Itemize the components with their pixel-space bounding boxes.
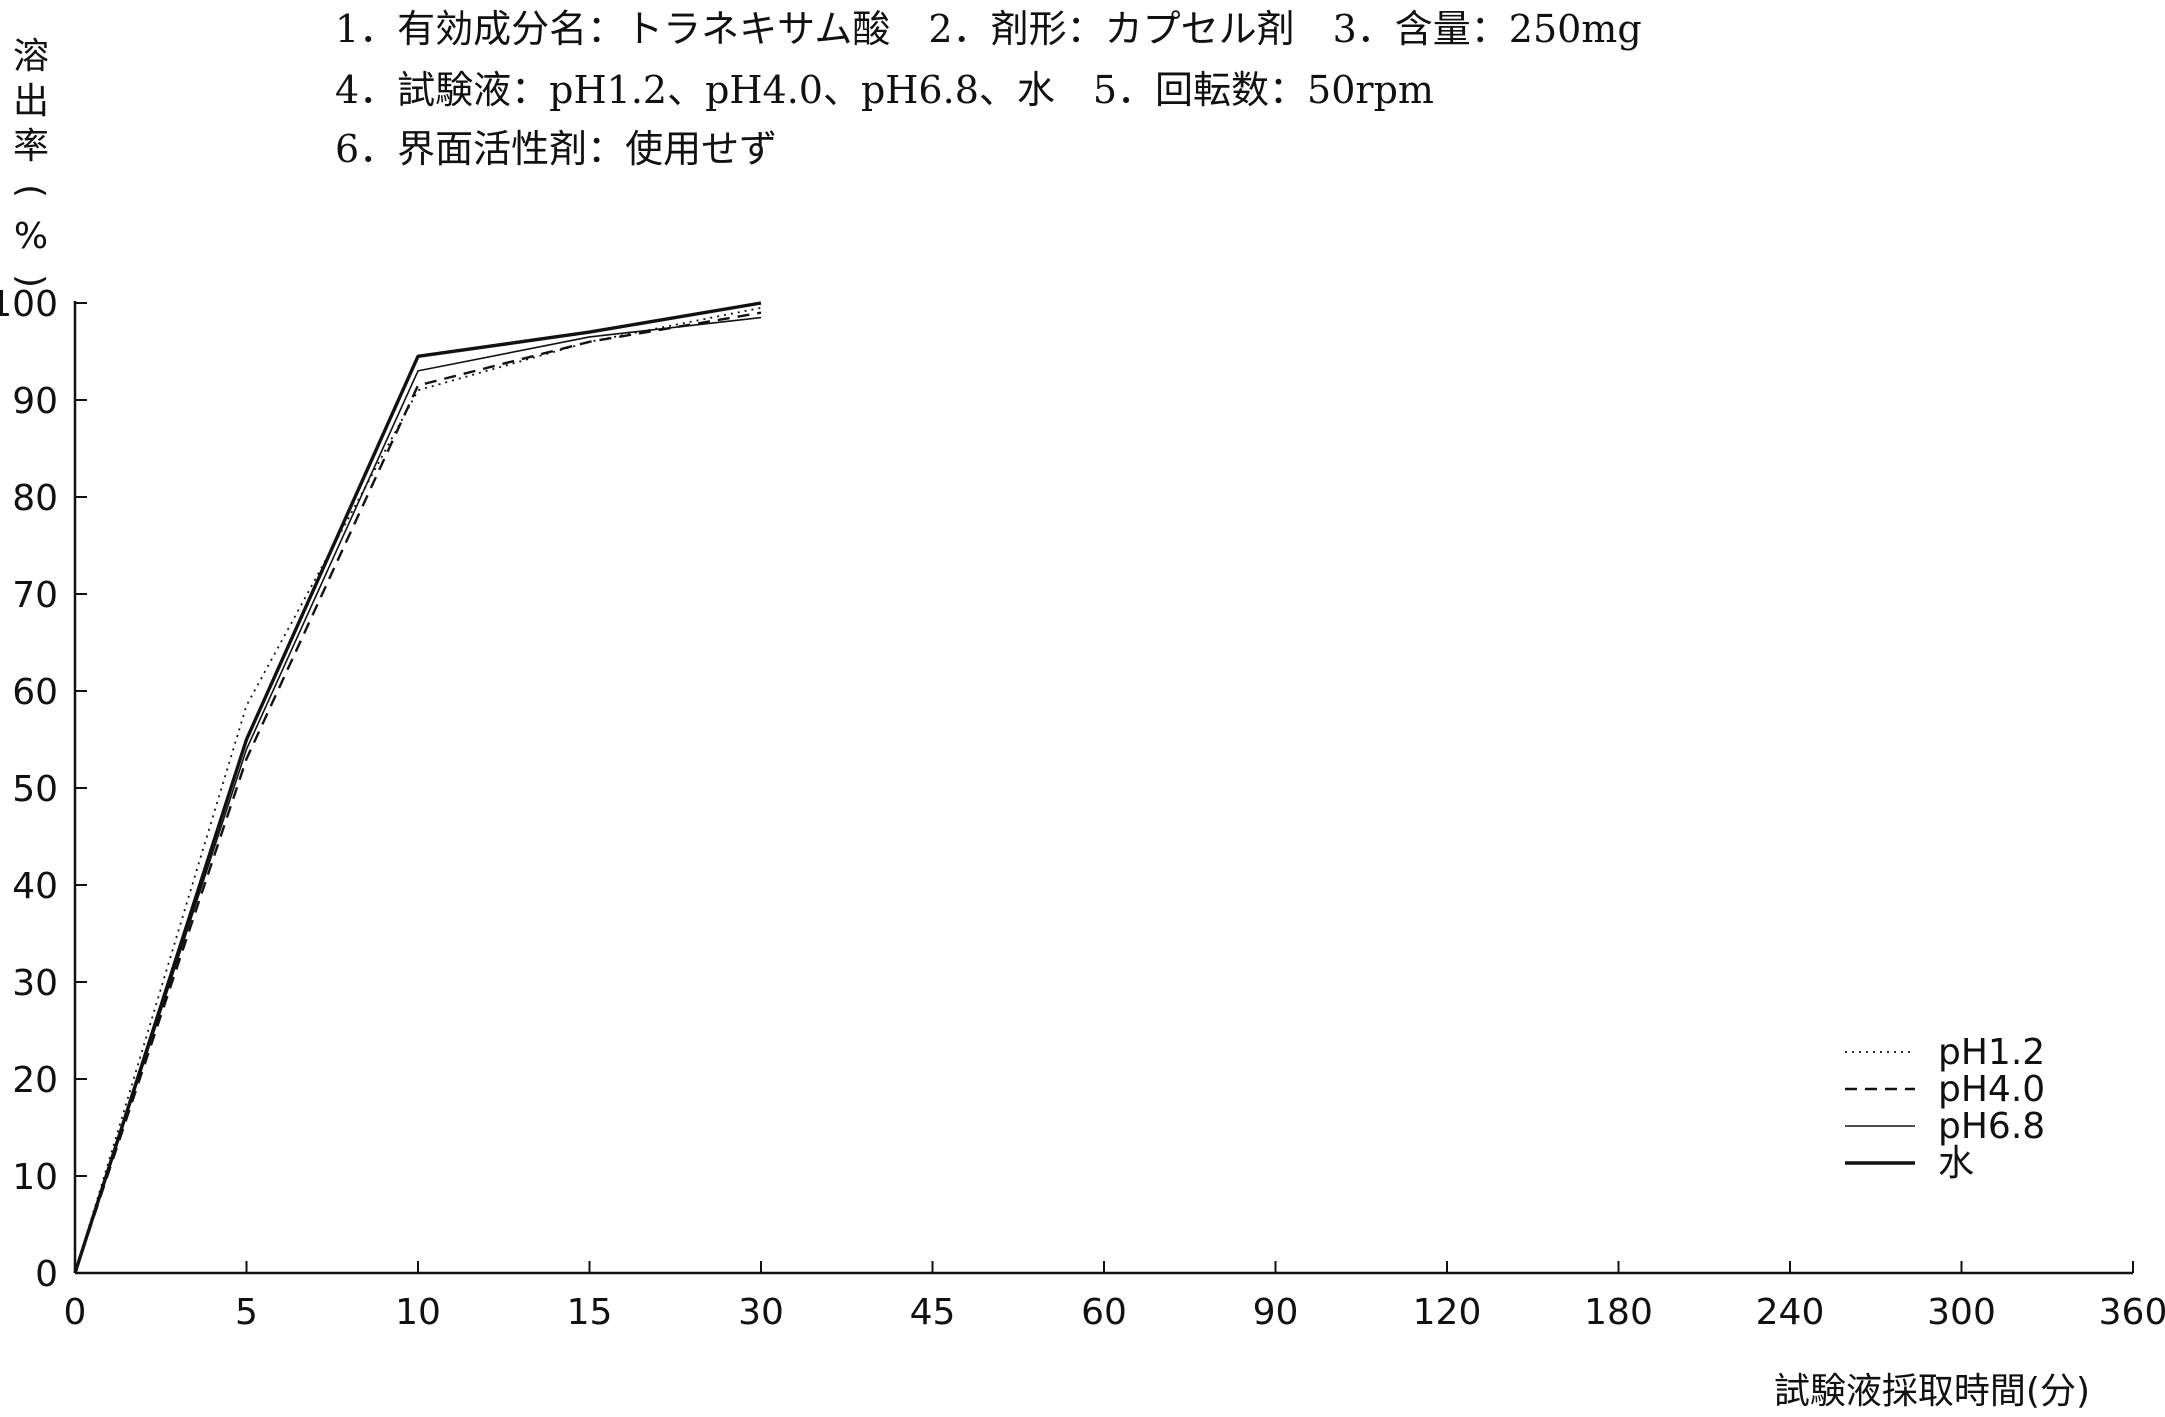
y-tick-label: 60 bbox=[12, 672, 58, 713]
y-axis-title-char: ) bbox=[10, 274, 51, 288]
y-tick-label: 10 bbox=[12, 1157, 58, 1198]
y-axis-title-char: 溶 bbox=[13, 36, 49, 77]
legend-label: 水 bbox=[1938, 1143, 1974, 1184]
x-axis-title: 試験液採取時間(分) bbox=[1774, 1371, 2090, 1412]
x-tick-label: 0 bbox=[64, 1292, 87, 1333]
info-line-2: 4．試験液：pH1.2、pH4.0、pH6.8、水 5．回転数：50rpm bbox=[335, 68, 1434, 112]
x-ticks: 0 5 10 15 30 45 60 90 120 180 240 300 360 bbox=[64, 1261, 2165, 1333]
x-tick-label: 45 bbox=[910, 1292, 956, 1333]
x-tick-label: 180 bbox=[1584, 1292, 1653, 1333]
info-line-1: 1．有効成分名：トラネキサム酸 2．剤形：カプセル剤 3．含量：250mg bbox=[335, 7, 1642, 51]
x-tick-label: 10 bbox=[395, 1292, 441, 1333]
y-tick-label: 90 bbox=[12, 381, 58, 422]
series-line-pH4.0 bbox=[73, 311, 762, 1274]
y-tick-label: 30 bbox=[12, 963, 58, 1004]
y-tick-label: 80 bbox=[12, 478, 58, 519]
y-axis-title-char: ( bbox=[10, 184, 51, 198]
x-tick-label: 30 bbox=[738, 1292, 784, 1333]
x-tick-label: 5 bbox=[235, 1292, 258, 1333]
y-tick-label: 20 bbox=[12, 1060, 58, 1101]
y-tick-label: 50 bbox=[12, 769, 58, 810]
x-tick-label: 240 bbox=[1756, 1292, 1825, 1333]
info-header: 1．有効成分名：トラネキサム酸 2．剤形：カプセル剤 3．含量：250mg 4．… bbox=[335, 7, 1642, 171]
series-line-pH1.2 bbox=[74, 306, 762, 1274]
legend-label: pH4.0 bbox=[1938, 1069, 2045, 1110]
y-tick-label: 100 bbox=[0, 284, 58, 325]
x-tick-label: 360 bbox=[2099, 1292, 2165, 1333]
x-tick-label: 300 bbox=[1927, 1292, 1996, 1333]
series-lines bbox=[73, 301, 762, 1274]
info-line-3: 6．界面活性剤：使用せず bbox=[335, 127, 777, 171]
y-ticks: 0 10 20 30 40 50 60 70 80 90 100 bbox=[0, 284, 87, 1295]
x-tick-label: 90 bbox=[1253, 1292, 1299, 1333]
x-tick-label: 15 bbox=[567, 1292, 613, 1333]
y-axis-title-char: % bbox=[14, 216, 48, 257]
x-tick-label: 60 bbox=[1081, 1292, 1127, 1333]
series-line-水 bbox=[73, 301, 762, 1274]
y-axis-title: 溶出率 (%) bbox=[10, 36, 51, 288]
y-axis-title-char: 出 bbox=[13, 81, 49, 122]
legend-label: pH6.8 bbox=[1938, 1106, 2045, 1147]
legend-label: pH1.2 bbox=[1938, 1032, 2045, 1073]
y-tick-label: 70 bbox=[12, 575, 58, 616]
series-line-pH6.8 bbox=[74, 316, 762, 1274]
y-axis-title-char: 率 bbox=[13, 126, 49, 167]
y-tick-label: 0 bbox=[35, 1254, 58, 1295]
x-tick-label: 120 bbox=[1413, 1292, 1482, 1333]
y-tick-label: 40 bbox=[12, 866, 58, 907]
